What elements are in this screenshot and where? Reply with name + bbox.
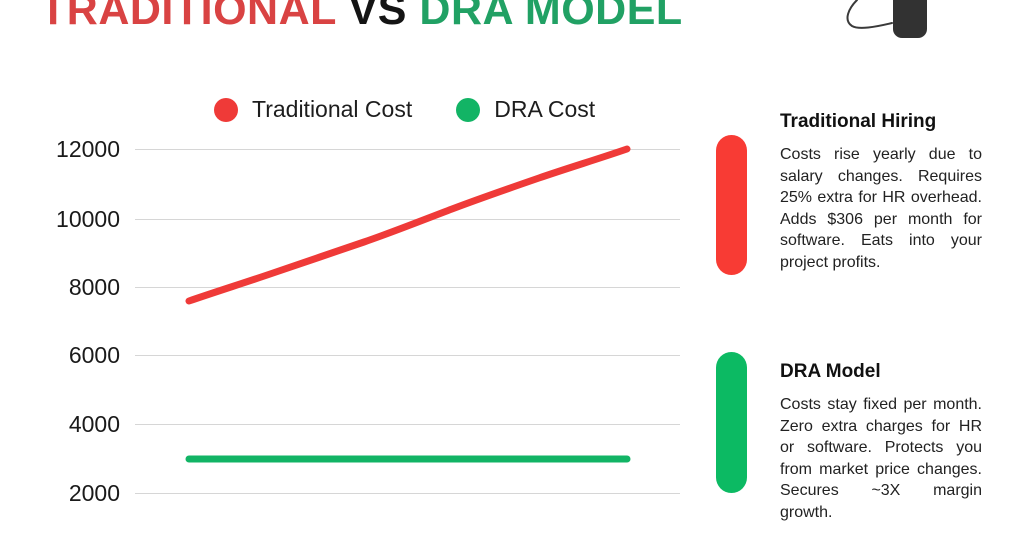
legend-label-traditional: Traditional Cost [252,96,413,122]
page-title: TRADITIONAL VS DRA MODEL [40,0,683,35]
legend-item-dra: DRA Cost [456,96,595,123]
gridline-12000 [135,149,680,150]
chart-legend: Traditional Cost DRA Cost [214,96,595,123]
phone-with-cable-icon [846,0,927,38]
traditional-panel: Traditional Hiring Costs rise yearly due… [780,111,982,273]
traditional-accent-pill [716,135,747,275]
y-tick-6000: 6000 [68,342,120,368]
y-tick-4000: 4000 [68,411,120,437]
dra-legend-dot-icon [456,97,481,122]
dra-panel-heading: DRA Model [780,361,881,382]
title-vs: VS [336,0,420,34]
legend-label-dra: DRA Cost [494,96,596,122]
dra-panel: DRA Model Costs stay fixed per month. Ze… [780,361,982,523]
gridline-4000 [135,424,680,425]
dra-accent-pill [716,352,747,493]
y-tick-8000: 8000 [68,274,120,300]
title-traditional: TRADITIONAL [40,0,337,34]
y-tick-2000: 2000 [68,480,120,506]
gridline-2000 [135,493,680,494]
y-tick-10000: 10000 [56,206,120,232]
traditional-legend-dot-icon [214,97,238,122]
title-dra: DRA MODEL [419,0,683,34]
dra-panel-body: Costs stay fixed per month. Zero extra c… [780,396,982,521]
traditional-panel-heading: Traditional Hiring [780,111,937,132]
traditional-cost-line [185,145,631,305]
y-tick-12000: 12000 [56,136,120,162]
legend-item-traditional: Traditional Cost [214,96,412,123]
gridline-8000 [135,287,680,288]
gridline-6000 [135,355,680,356]
traditional-panel-body: Costs rise yearly due to salary changes.… [780,146,982,271]
gridline-10000 [135,219,680,220]
